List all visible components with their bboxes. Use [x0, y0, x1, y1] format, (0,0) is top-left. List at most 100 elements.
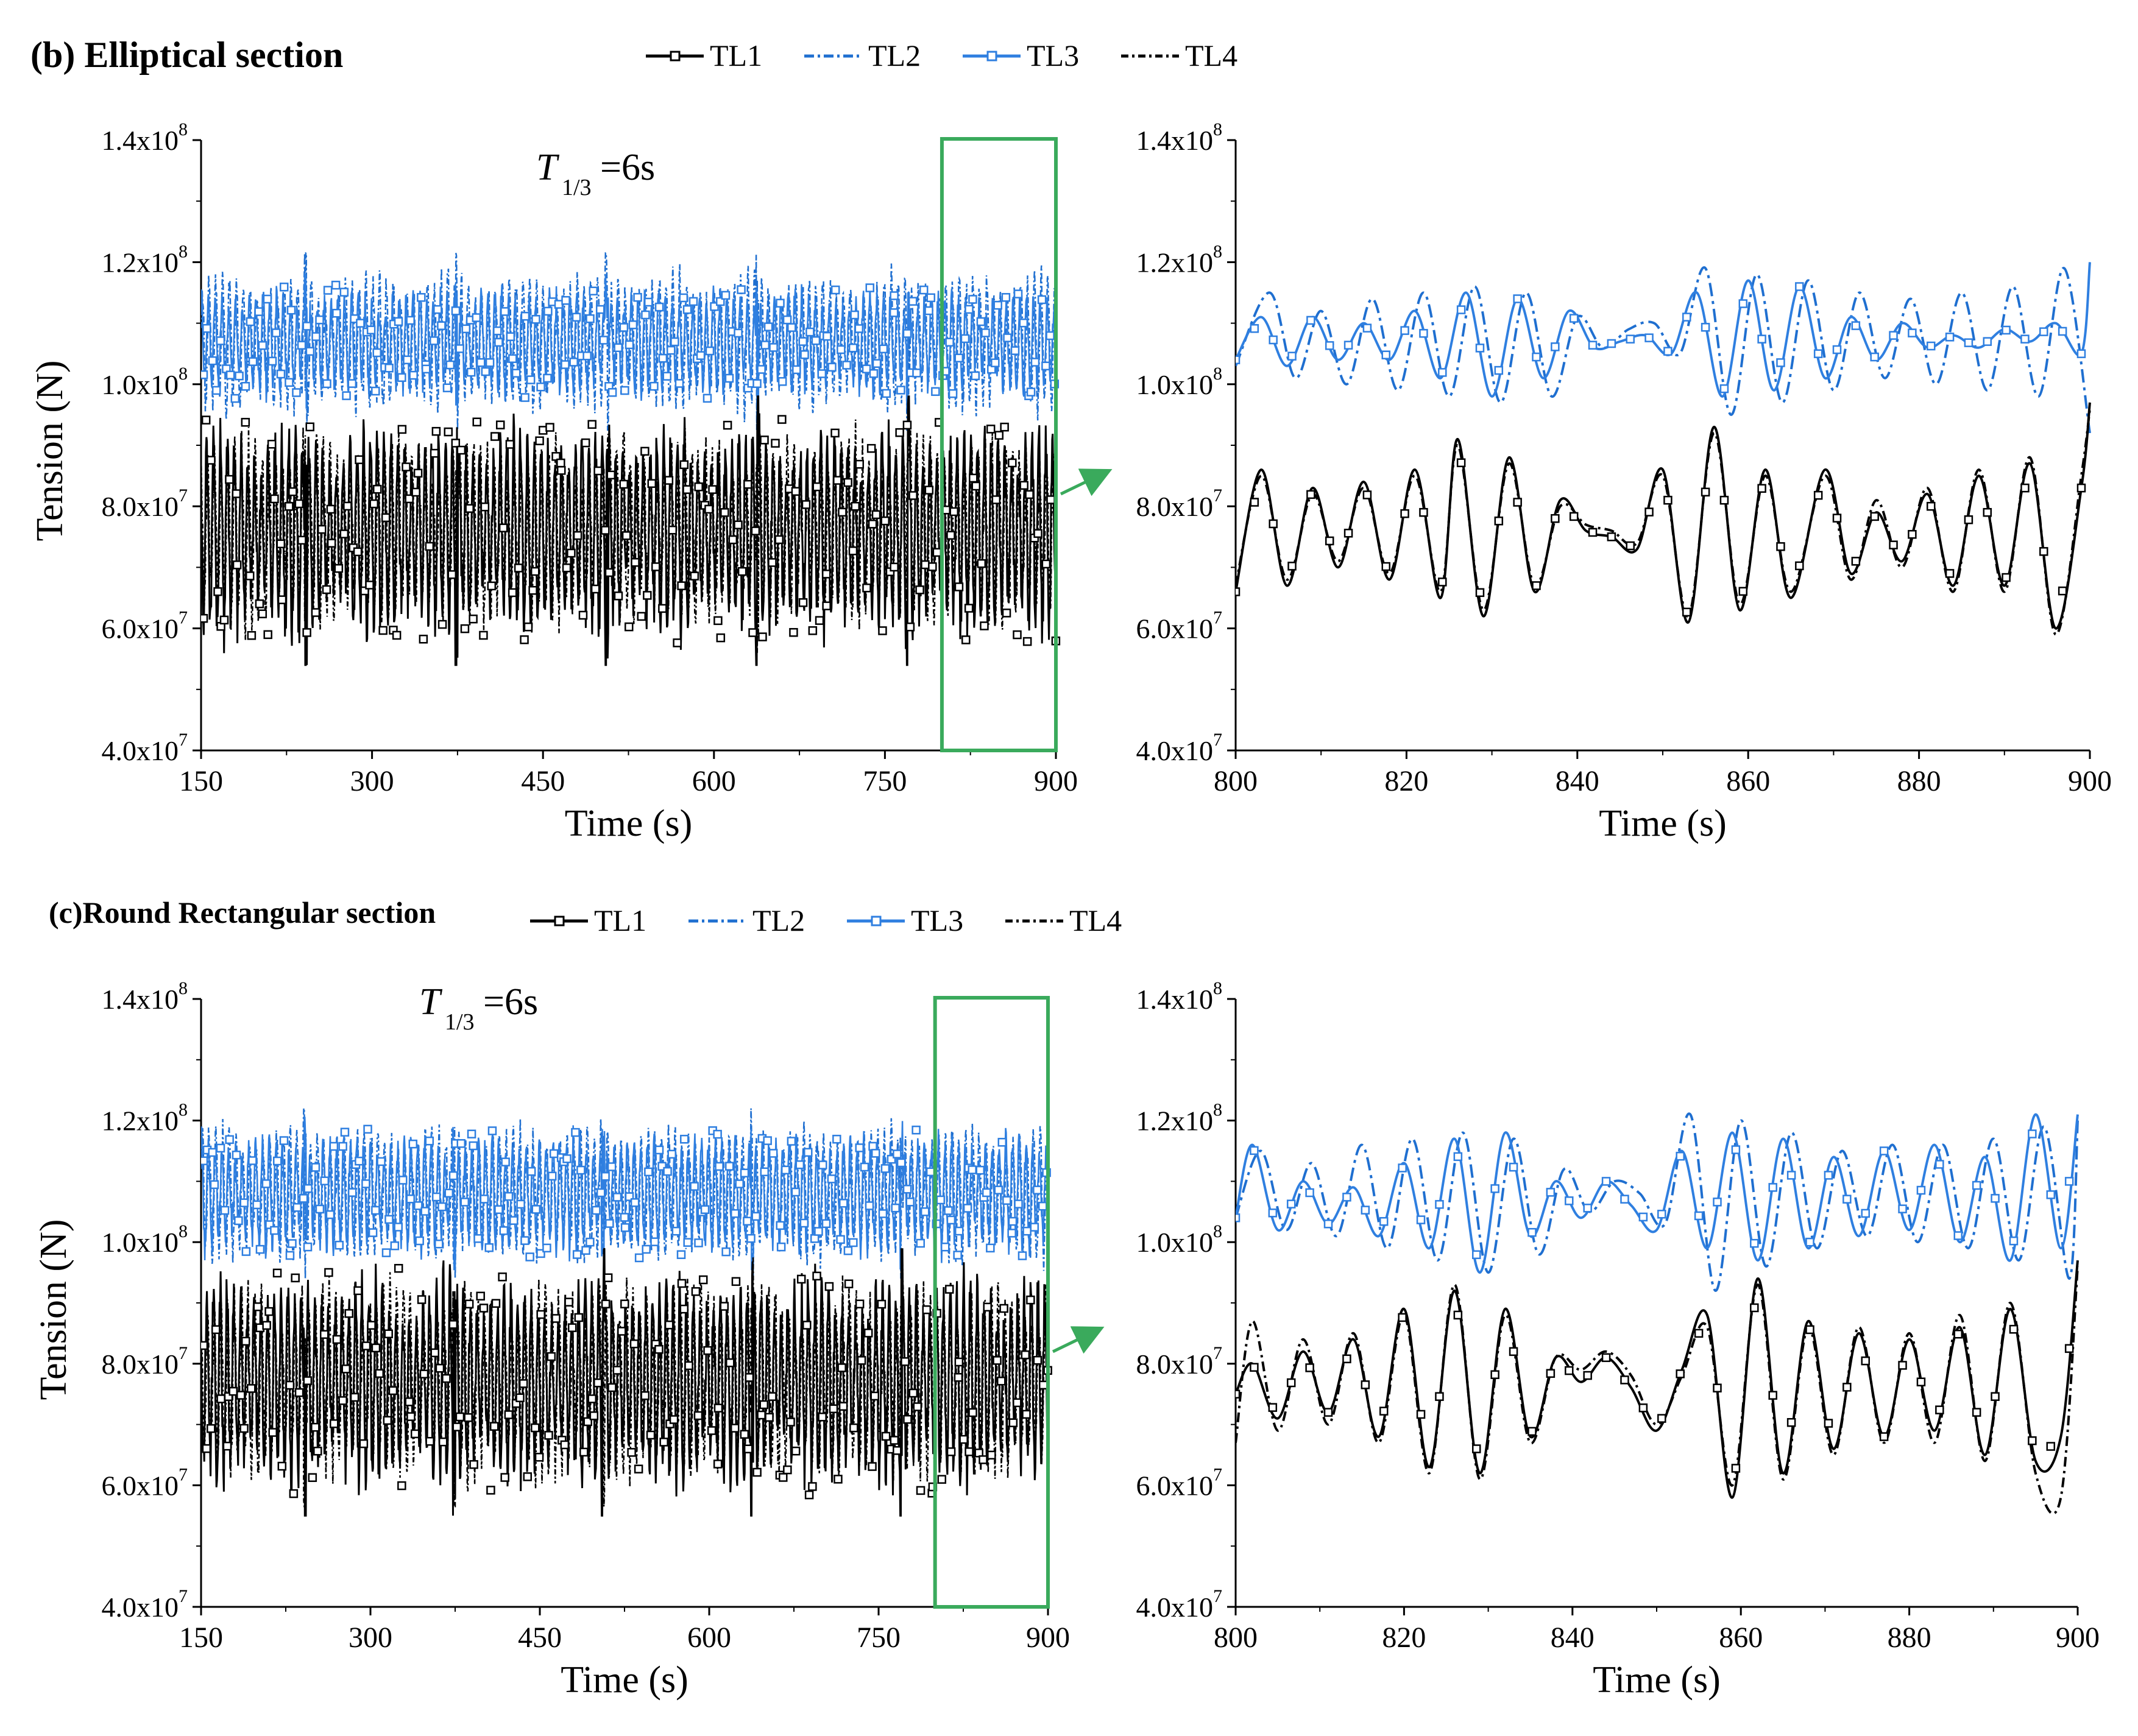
series-tl3-marker — [500, 307, 509, 316]
series-tl3-marker — [216, 336, 225, 345]
series-tl3-marker — [703, 393, 712, 403]
series-tl3-marker — [654, 1145, 664, 1155]
plot-area — [201, 1107, 1052, 1517]
series-tl1-marker — [893, 1446, 902, 1455]
series-tl1-marker — [590, 584, 600, 594]
series-tl3-marker — [476, 358, 486, 367]
series-tl1-marker — [1551, 513, 1560, 523]
svg-text:T: T — [419, 981, 443, 1023]
series-tl1-marker — [201, 415, 211, 425]
series-tl3-marker — [946, 1215, 956, 1225]
series-tl3-marker — [823, 331, 832, 341]
series-tl3-marker — [850, 310, 859, 320]
series-tl1-marker — [504, 1410, 514, 1419]
series-tl1-marker — [465, 504, 474, 513]
series-tl3-marker — [724, 373, 734, 383]
series-tl3-marker — [1286, 1199, 1296, 1208]
series-tl1-marker — [1008, 1418, 1018, 1428]
series-tl1-marker — [402, 462, 411, 471]
series-tl3-marker — [338, 1141, 347, 1151]
series-tl1-marker — [1757, 484, 1766, 493]
series-tl1-marker — [848, 546, 858, 556]
series-tl1-marker — [302, 628, 311, 637]
series-tl3-marker — [924, 306, 933, 316]
series-tl3-marker — [1776, 358, 1785, 367]
series-tl1-marker — [1287, 562, 1297, 571]
series-tl1-marker — [1731, 1464, 1741, 1473]
series-tl1-marker — [355, 455, 364, 464]
series-tl1-marker — [804, 1490, 814, 1500]
series-tl1-marker — [760, 436, 769, 445]
series-tl3-marker — [331, 280, 341, 290]
series-tl1-marker — [1972, 1408, 1981, 1417]
series-tl3-marker — [868, 1141, 877, 1151]
series-tl1-marker — [758, 632, 767, 641]
series-tl1-marker — [1041, 559, 1051, 569]
series-tl1-marker — [954, 1357, 964, 1367]
series-tl3-marker — [1236, 1213, 1241, 1223]
series-tl1-marker — [987, 1450, 996, 1460]
series-tl3-marker — [377, 1157, 386, 1166]
series-tl3-marker — [2046, 1190, 2056, 1199]
series-tl1-marker — [629, 1339, 639, 1349]
series-tl3-marker — [945, 337, 954, 347]
series-tl1-marker — [272, 1268, 282, 1278]
series-tl1-marker — [384, 1329, 393, 1338]
series-tl1-marker — [2002, 573, 2011, 582]
series-tl3-marker — [1620, 1194, 1629, 1204]
series-tl3-marker — [620, 386, 629, 395]
series-tl3-marker — [827, 362, 837, 372]
series-tl3-marker — [434, 1239, 444, 1249]
y-tick-label: 1.0x108 — [1136, 1221, 1223, 1258]
y-tick-label: 1.4x108 — [102, 978, 188, 1015]
series-tl1-marker — [913, 1402, 922, 1411]
series-tl3-marker — [315, 315, 324, 325]
series-tl1-marker — [2046, 1442, 2056, 1451]
series-tl3-marker — [261, 1179, 271, 1188]
series-tl1-marker — [1964, 515, 1973, 524]
series-tl1-marker — [607, 1383, 617, 1392]
series-tl1-marker — [866, 443, 876, 453]
legend-label-tl4: TL4 — [1069, 903, 1122, 937]
series-tl3-marker — [1861, 1208, 1870, 1218]
series-tl3-marker — [361, 1179, 370, 1188]
series-tl3-marker — [2002, 325, 2011, 335]
series-tl1-marker — [216, 1394, 225, 1403]
series-tl1-marker — [1026, 1295, 1035, 1305]
series-tl3-marker — [725, 1162, 734, 1171]
series-tl3-marker — [654, 302, 664, 312]
series-tl1-marker — [997, 1377, 1006, 1386]
zoom-window-box — [933, 996, 1050, 1609]
series-tl1-marker — [528, 585, 537, 595]
series-tl1-marker — [2028, 1436, 2037, 1445]
series-tl3-marker — [848, 343, 858, 353]
series-tl3-marker — [1601, 1177, 1611, 1186]
series-tl1-marker — [383, 1416, 392, 1425]
series-tl3-marker — [1719, 384, 1729, 393]
series-tl1-marker — [837, 1363, 846, 1372]
series-tl3-marker — [561, 360, 570, 369]
series-tl1-marker — [1546, 1369, 1556, 1378]
y-tick-label: 6.0x107 — [102, 1464, 188, 1501]
series-tl1-marker — [313, 1447, 322, 1456]
series-tl3-marker — [1713, 1198, 1722, 1207]
series-tl1-marker — [1490, 1370, 1499, 1380]
series-tl1-marker — [579, 1447, 589, 1457]
series-tl1-marker — [201, 1341, 208, 1350]
series-tl1-marker — [961, 635, 971, 644]
series-tl1-marker — [486, 1486, 495, 1495]
series-tl1-marker — [915, 585, 924, 595]
series-tl1-marker — [263, 630, 272, 640]
series-tl1-marker — [880, 516, 890, 526]
series-tl1-marker — [381, 513, 391, 523]
series-tl1-marker — [922, 1305, 932, 1314]
series-tl1-marker — [480, 502, 490, 512]
y-tick-label: 1.0x108 — [102, 364, 188, 400]
y-tick-label: 4.0x107 — [102, 1586, 188, 1623]
series-tl1-marker — [821, 570, 831, 579]
series-tl3-marker — [421, 364, 431, 374]
series-tl1-marker — [2076, 483, 2086, 493]
series-tl3-marker — [1250, 324, 1259, 333]
series-tl1-marker — [490, 432, 500, 441]
x-tick-label: 300 — [349, 1621, 392, 1654]
